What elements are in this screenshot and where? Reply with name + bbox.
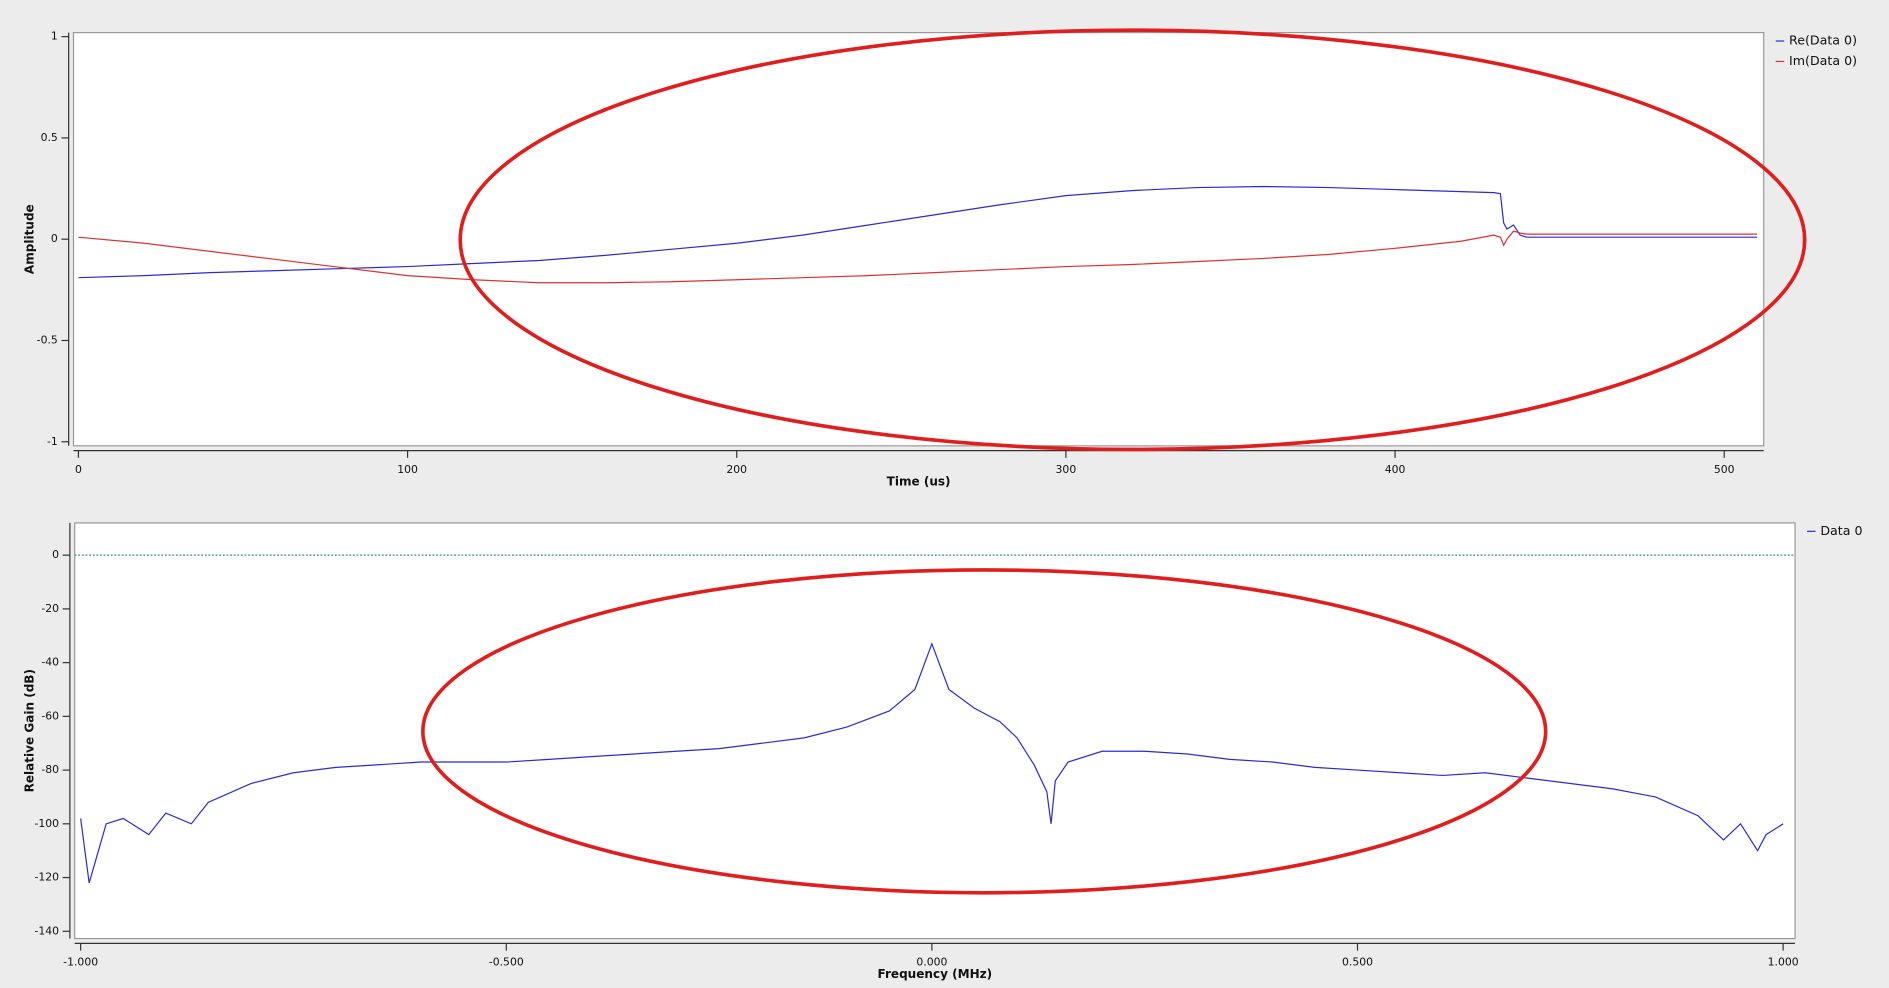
y-tick-label: -0.5 [37, 333, 58, 346]
plot-area [72, 31, 1765, 447]
x-axis-title: Frequency (MHz) [878, 967, 993, 981]
y-tick-label: 0 [51, 232, 58, 245]
x-tick-label: 200 [726, 463, 747, 476]
y-tick-label: -40 [41, 656, 59, 669]
plot-area [74, 522, 1796, 940]
x-tick-label: 0.500 [1342, 956, 1373, 969]
highlight-ellipse [458, 28, 1807, 452]
y-tick-label: 1 [51, 30, 58, 43]
x-tick-label: 100 [397, 463, 418, 476]
highlight-ellipse [421, 568, 1548, 895]
y-tick-label: -60 [41, 709, 59, 722]
x-tick-label: -1.000 [63, 956, 98, 969]
legend-label: Im(Data 0) [1789, 53, 1857, 68]
x-tick-label: 1.000 [1768, 956, 1799, 969]
x-tick-label: 300 [1056, 463, 1077, 476]
y-tick-label: -100 [34, 817, 59, 830]
y-tick-label: 0 [52, 548, 59, 561]
y-tick-label: -80 [41, 763, 59, 776]
y-tick-label: -20 [41, 602, 59, 615]
y-tick-label: -120 [34, 871, 59, 884]
series-line [80, 642, 1784, 884]
legend-label: Re(Data 0) [1789, 33, 1857, 48]
x-tick-label: 0 [75, 463, 82, 476]
series-line [78, 230, 1758, 284]
x-tick-label: 500 [1714, 463, 1735, 476]
plots: -1 -0.5 0 0.5 1 0 100 200 300 400 500 Time (us) Ampl… [23, 30, 1863, 982]
x-axis-title: Time (us) [887, 474, 951, 488]
legend-label: Data 0 [1820, 523, 1862, 538]
x-tick-label: 400 [1385, 463, 1406, 476]
y-tick-label: -140 [34, 924, 59, 937]
y-tick-label: 0.5 [41, 131, 58, 144]
y-axis-title: Amplitude [23, 204, 37, 274]
y-tick-label: -1 [47, 435, 58, 448]
y-axis-title: Relative Gain (dB) [23, 669, 37, 792]
series-line [78, 185, 1758, 279]
x-tick-label: -0.500 [489, 956, 524, 969]
x-tick-label: 0.000 [916, 956, 947, 969]
